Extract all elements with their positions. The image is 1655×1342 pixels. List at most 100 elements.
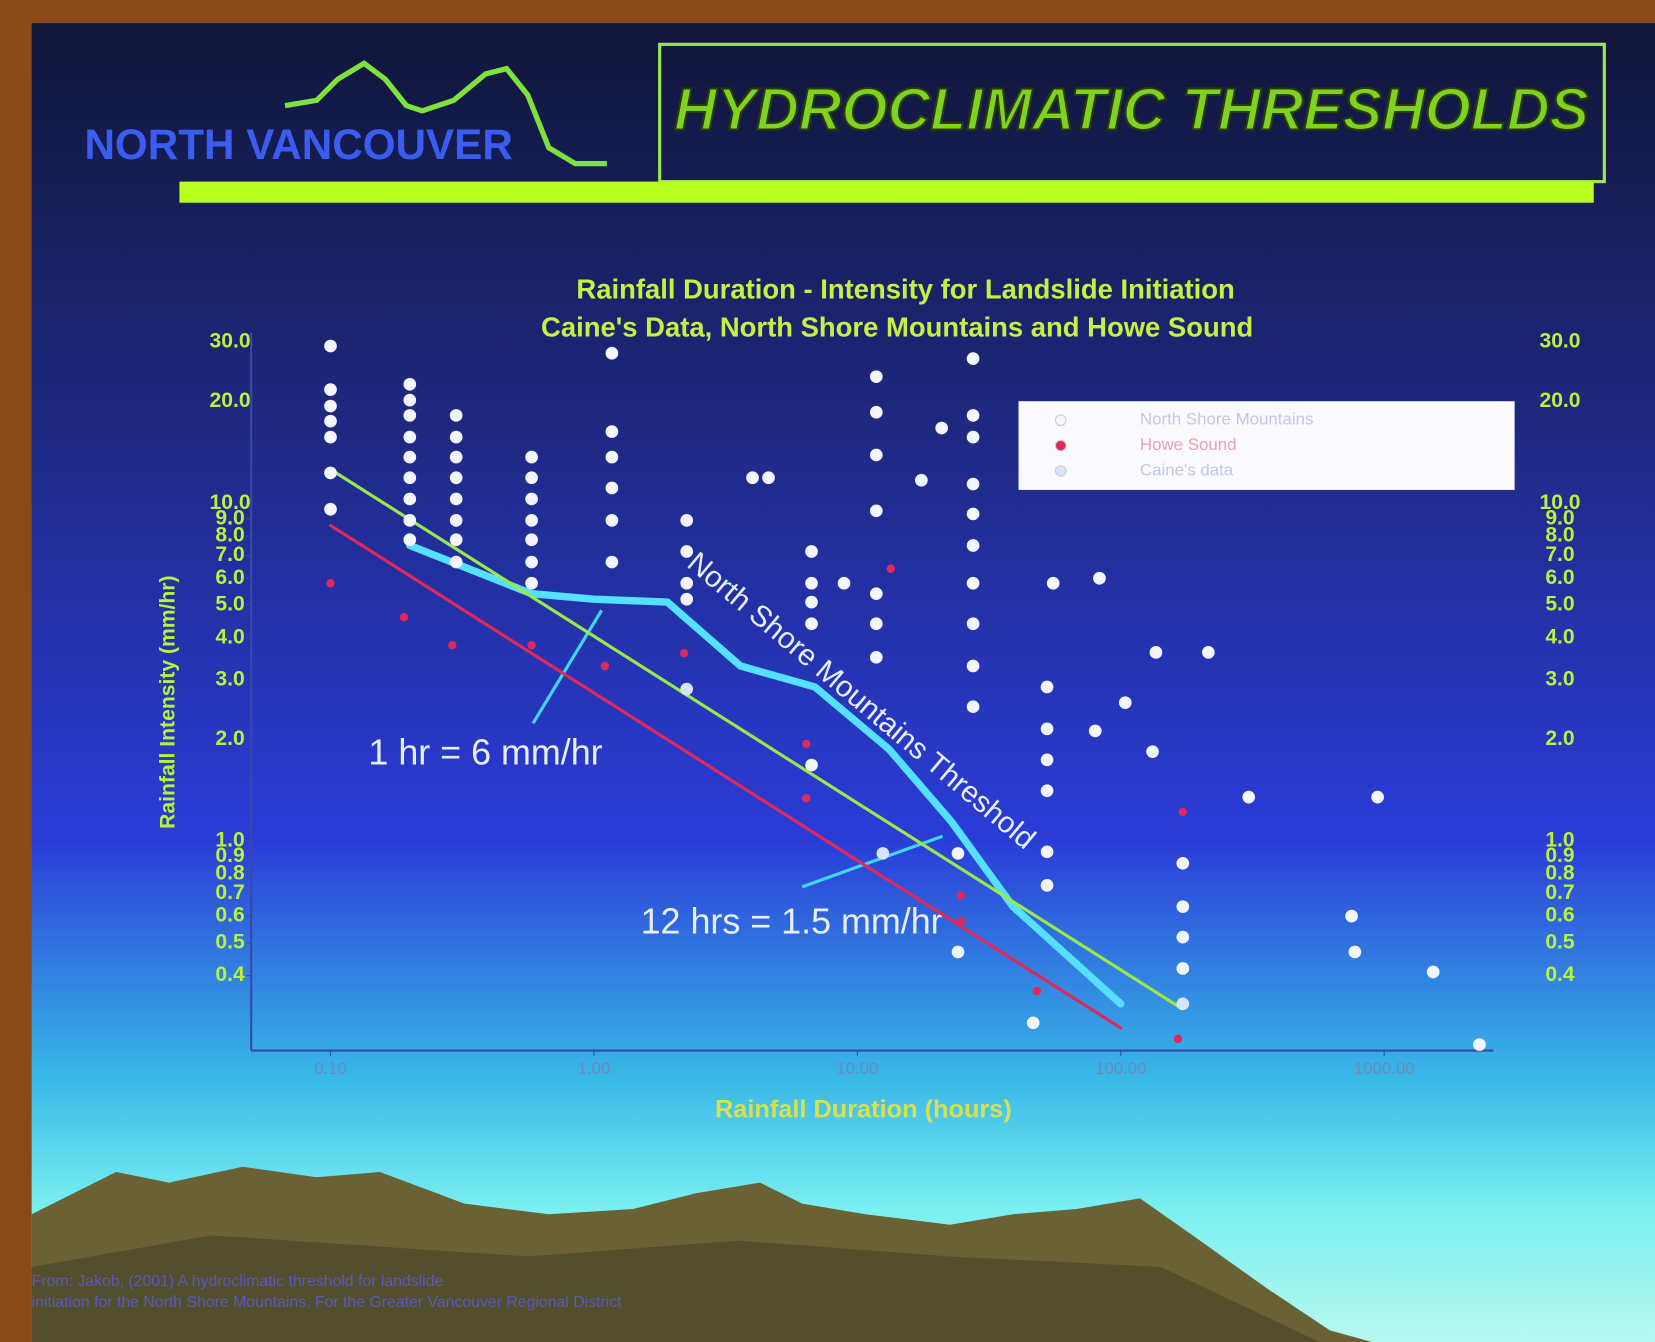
data-point bbox=[1040, 753, 1054, 767]
data-point bbox=[762, 471, 775, 485]
data-point bbox=[525, 555, 538, 569]
y2-tick-label: 10.0 bbox=[1539, 491, 1580, 514]
legend-label: Caine's data bbox=[1140, 460, 1234, 479]
y-tick-label: 8.0 bbox=[215, 524, 244, 547]
data-point bbox=[966, 477, 980, 491]
data-point bbox=[951, 945, 965, 959]
data-point bbox=[403, 492, 417, 506]
y2-tick-label: 5.0 bbox=[1545, 593, 1574, 616]
data-point bbox=[956, 916, 966, 926]
data-point bbox=[1040, 722, 1054, 736]
data-point bbox=[1149, 646, 1163, 659]
data-point bbox=[805, 758, 818, 772]
data-point bbox=[802, 739, 811, 749]
mountains-shadow bbox=[31, 1235, 1320, 1342]
y2-tick-label: 0.7 bbox=[1545, 881, 1574, 904]
y2-tick-label: 0.4 bbox=[1545, 963, 1575, 986]
data-point bbox=[1371, 790, 1384, 804]
data-point bbox=[403, 533, 417, 547]
data-point bbox=[869, 448, 883, 462]
data-point bbox=[1202, 646, 1215, 659]
y2-tick-label: 8.0 bbox=[1545, 524, 1574, 547]
y-tick-label: 0.7 bbox=[215, 881, 244, 904]
data-point bbox=[1040, 680, 1054, 694]
y2-tick-label: 0.5 bbox=[1545, 930, 1575, 953]
logo-mountain bbox=[284, 60, 607, 167]
legend bbox=[1018, 401, 1515, 490]
data-point bbox=[1040, 784, 1054, 798]
citation: initiation for the North Shore Mountains… bbox=[32, 1294, 623, 1311]
x-tick-label: 1.00 bbox=[578, 1059, 611, 1078]
annotation-arrow bbox=[531, 609, 603, 725]
data-point bbox=[869, 370, 883, 383]
data-point bbox=[1176, 856, 1190, 870]
threshold-line bbox=[328, 523, 1123, 1030]
data-point bbox=[605, 346, 619, 360]
data-point bbox=[403, 450, 417, 464]
y2-tick-label: 4.0 bbox=[1545, 625, 1574, 648]
data-point bbox=[449, 492, 463, 506]
data-point bbox=[966, 659, 980, 673]
data-point bbox=[324, 430, 337, 444]
data-point bbox=[403, 393, 417, 407]
y2-tick-label: 30.0 bbox=[1539, 330, 1580, 353]
y-tick-label: 7.0 bbox=[215, 543, 244, 566]
data-point bbox=[449, 430, 463, 444]
data-point bbox=[449, 555, 463, 569]
y2-tick-label: 7.0 bbox=[1545, 543, 1574, 566]
x-tick-label: 100.00 bbox=[1095, 1059, 1147, 1078]
y2-tick-label: 3.0 bbox=[1545, 668, 1574, 691]
x-axis-label: Rainfall Duration (hours) bbox=[715, 1095, 1012, 1123]
data-point bbox=[1176, 930, 1190, 944]
data-point bbox=[324, 399, 337, 413]
data-point bbox=[448, 641, 457, 650]
data-point bbox=[600, 661, 610, 671]
data-point bbox=[403, 409, 417, 422]
data-point bbox=[966, 617, 980, 631]
y-tick-label: 0.9 bbox=[215, 844, 244, 867]
x-tick-label: 0.10 bbox=[314, 1059, 347, 1078]
legend-marker bbox=[1054, 465, 1067, 477]
y-tick-label: 0.6 bbox=[215, 904, 244, 927]
data-point bbox=[605, 555, 619, 569]
threshold-line bbox=[328, 467, 1184, 1010]
y-tick-label: 4.0 bbox=[215, 625, 244, 648]
y2-tick-label: 0.6 bbox=[1545, 904, 1574, 927]
data-point bbox=[525, 450, 538, 464]
data-point bbox=[525, 514, 538, 527]
data-point bbox=[805, 576, 818, 590]
data-point bbox=[679, 648, 689, 658]
data-point bbox=[605, 425, 619, 438]
legend-marker bbox=[1054, 439, 1067, 452]
slide-title: HYDROCLIMATIC THRESHOLDS bbox=[674, 76, 1589, 143]
data-point bbox=[805, 617, 818, 631]
y2-tick-label: 20.0 bbox=[1539, 389, 1580, 412]
data-point bbox=[326, 578, 335, 588]
data-point bbox=[680, 545, 694, 558]
y-tick-label: 20.0 bbox=[210, 389, 251, 412]
data-point bbox=[324, 414, 337, 428]
data-point bbox=[915, 473, 928, 487]
data-point bbox=[966, 430, 980, 444]
y-tick-label: 5.0 bbox=[215, 593, 244, 616]
y-tick-label: 3.0 bbox=[215, 668, 244, 691]
data-point bbox=[680, 514, 694, 527]
threshold-line bbox=[406, 541, 1125, 1008]
data-point bbox=[525, 533, 538, 547]
data-point bbox=[324, 383, 337, 396]
data-point bbox=[951, 847, 965, 860]
data-point bbox=[869, 405, 883, 419]
data-point bbox=[837, 576, 851, 590]
chart-title: Rainfall Duration - Intensity for Landsl… bbox=[576, 274, 1234, 305]
data-point bbox=[966, 576, 980, 590]
y2-tick-label: 0.8 bbox=[1545, 861, 1575, 884]
data-point bbox=[935, 421, 949, 435]
background bbox=[31, 23, 1655, 1342]
data-point bbox=[1473, 1038, 1486, 1051]
data-point bbox=[805, 595, 818, 609]
data-point bbox=[399, 613, 409, 622]
data-point bbox=[1093, 571, 1106, 585]
data-point bbox=[1118, 696, 1132, 709]
data-point bbox=[876, 847, 890, 860]
data-point bbox=[403, 471, 417, 485]
